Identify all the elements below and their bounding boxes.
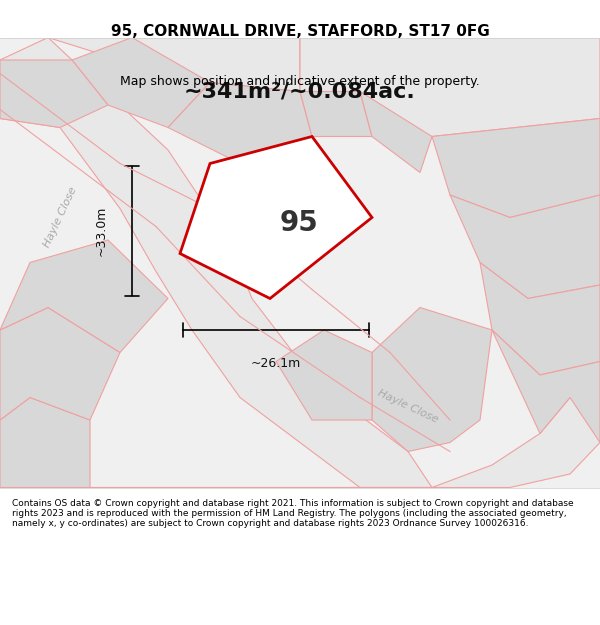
Polygon shape (90, 352, 600, 488)
Polygon shape (72, 38, 210, 128)
Polygon shape (450, 195, 600, 299)
Polygon shape (480, 262, 600, 375)
Polygon shape (0, 308, 120, 420)
Polygon shape (0, 398, 90, 488)
Polygon shape (300, 91, 372, 136)
Polygon shape (300, 38, 600, 136)
Text: 95, CORNWALL DRIVE, STAFFORD, ST17 0FG: 95, CORNWALL DRIVE, STAFFORD, ST17 0FG (110, 24, 490, 39)
Polygon shape (0, 60, 108, 127)
Polygon shape (432, 119, 600, 218)
Text: Hayle Close: Hayle Close (41, 186, 79, 249)
Polygon shape (180, 136, 372, 299)
Polygon shape (372, 308, 492, 451)
Text: Map shows position and indicative extent of the property.: Map shows position and indicative extent… (120, 74, 480, 88)
Text: ~341m²/~0.084ac.: ~341m²/~0.084ac. (184, 81, 416, 101)
Text: ~26.1m: ~26.1m (251, 357, 301, 370)
Text: ~33.0m: ~33.0m (95, 206, 108, 256)
Polygon shape (492, 330, 600, 442)
Polygon shape (0, 240, 168, 352)
Polygon shape (0, 38, 432, 488)
Polygon shape (0, 38, 300, 91)
Polygon shape (276, 330, 372, 420)
Polygon shape (360, 91, 432, 172)
Text: 95: 95 (280, 209, 318, 237)
Text: Contains OS data © Crown copyright and database right 2021. This information is : Contains OS data © Crown copyright and d… (12, 499, 574, 528)
Text: Hayle Close: Hayle Close (376, 388, 440, 425)
Polygon shape (168, 82, 312, 164)
